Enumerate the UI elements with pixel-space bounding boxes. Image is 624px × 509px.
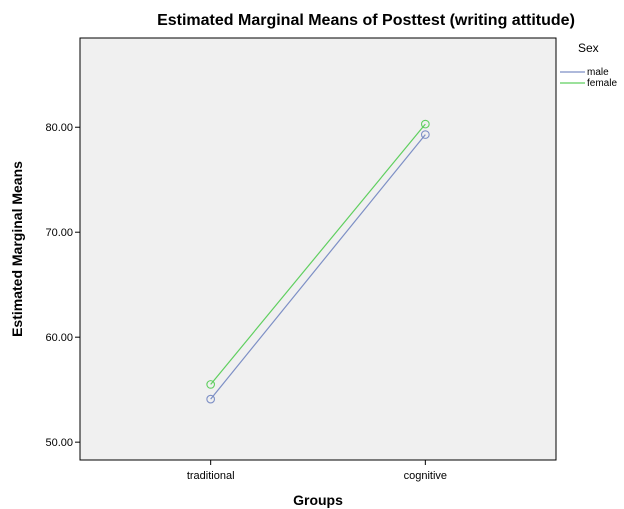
plot-area	[79, 37, 557, 461]
series-line-male	[210, 134, 426, 400]
data-point-male	[206, 394, 216, 404]
data-point-female	[206, 380, 216, 389]
series-line-female	[210, 123, 426, 385]
y-tick-label: 60.00	[45, 332, 73, 344]
data-point-male	[420, 130, 430, 139]
legend-label-male: male	[587, 67, 609, 78]
x-axis: traditional cognitive	[187, 460, 447, 482]
series-layer	[206, 119, 430, 404]
chart-title: Estimated Marginal Means of Posttest (wr…	[157, 12, 575, 29]
x-axis-title: Groups	[293, 492, 343, 508]
x-tick-label: traditional	[187, 470, 235, 482]
legend-title: Sex	[578, 41, 599, 55]
x-tick-label: cognitive	[404, 470, 447, 482]
y-axis-title: Estimated Marginal Means	[9, 161, 25, 337]
data-point-female	[420, 119, 430, 129]
y-tick-label: 80.00	[45, 122, 73, 134]
y-axis: 50.00 60.00 70.00 80.00	[45, 122, 80, 449]
y-tick-label: 50.00	[45, 437, 73, 449]
y-tick-label: 70.00	[45, 227, 73, 239]
legend-label-female: female	[587, 78, 617, 89]
